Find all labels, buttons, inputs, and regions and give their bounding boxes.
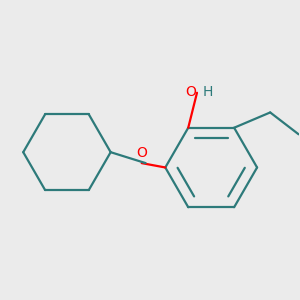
Text: O: O bbox=[185, 85, 196, 99]
Text: H: H bbox=[202, 85, 213, 99]
Text: O: O bbox=[136, 146, 147, 160]
